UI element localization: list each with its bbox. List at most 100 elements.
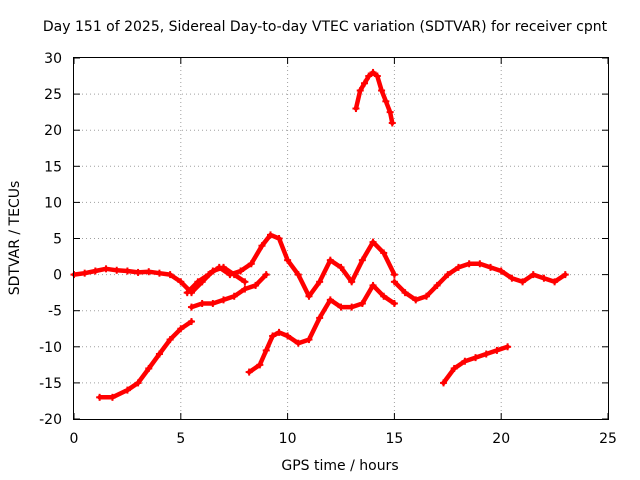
data-point	[187, 318, 195, 326]
data-point	[373, 72, 381, 80]
y-tick-label: -15	[39, 376, 62, 392]
data-point	[365, 72, 373, 80]
data-point	[177, 325, 185, 333]
data-point	[461, 357, 469, 365]
data-point	[96, 393, 104, 401]
data-point	[422, 292, 430, 300]
data-point	[465, 260, 473, 268]
series-arc-lower-3	[246, 283, 397, 375]
data-point	[91, 267, 99, 275]
data-point	[380, 292, 388, 300]
x-axis-label: GPS time / hours	[281, 458, 398, 474]
data-point	[294, 271, 302, 279]
y-tick-label: 5	[53, 232, 62, 248]
data-point	[267, 231, 275, 239]
data-point	[337, 303, 345, 311]
data-point	[145, 364, 153, 372]
data-point	[348, 303, 356, 311]
data-point	[275, 328, 283, 336]
data-point	[378, 86, 386, 94]
data-point	[305, 336, 313, 344]
data-point	[337, 263, 345, 271]
data-point	[262, 346, 270, 354]
data-point	[358, 299, 366, 307]
x-tick-label: 0	[70, 431, 79, 447]
data-point	[386, 108, 394, 116]
data-point	[401, 289, 409, 297]
data-point	[113, 266, 121, 274]
data-point	[237, 267, 245, 275]
data-point	[241, 285, 249, 293]
y-tick-label: 10	[44, 195, 62, 211]
data-point	[326, 296, 334, 304]
data-point	[380, 249, 388, 257]
data-point	[519, 278, 527, 286]
data-point	[284, 332, 292, 340]
data-point	[81, 269, 89, 277]
data-point	[444, 271, 452, 279]
data-point	[123, 386, 131, 394]
data-point	[102, 265, 110, 273]
data-point	[450, 364, 458, 372]
data-point	[275, 235, 283, 242]
data-point	[166, 271, 174, 279]
data-point	[108, 393, 116, 401]
data-point	[493, 346, 501, 354]
data-point	[482, 350, 490, 358]
data-point	[145, 268, 153, 276]
data-point	[440, 379, 448, 387]
data-point	[454, 263, 462, 271]
y-tick-label: -20	[39, 412, 62, 428]
data-point	[487, 263, 495, 271]
x-tick-label: 10	[279, 431, 297, 447]
data-point	[348, 278, 356, 286]
y-tick-label: 20	[44, 123, 62, 139]
series-arc-upper	[353, 70, 395, 126]
data-point	[269, 332, 277, 340]
y-axis-label: SDTVAR / TECUs	[7, 181, 23, 296]
data-point	[551, 278, 559, 286]
x-tick-label: 5	[176, 431, 185, 447]
data-point	[433, 281, 441, 289]
data-point	[316, 314, 324, 322]
data-point	[360, 79, 368, 87]
x-tick-label: 15	[385, 431, 403, 447]
data-point	[390, 299, 398, 307]
data-point	[177, 278, 185, 286]
x-tick-label: 20	[492, 431, 510, 447]
data-point	[540, 274, 548, 282]
y-tick-label: 25	[44, 87, 62, 103]
data-point	[194, 278, 202, 286]
data-point	[305, 292, 313, 300]
data-point	[369, 281, 377, 289]
data-point	[258, 242, 266, 250]
data-point	[166, 336, 174, 344]
data-point	[369, 68, 377, 76]
data-point	[561, 271, 569, 279]
y-tick-label: -5	[48, 304, 62, 320]
data-point	[326, 256, 334, 264]
data-point	[262, 271, 270, 279]
y-tick-label: -10	[39, 340, 62, 356]
data-point	[256, 361, 264, 369]
y-tick-labels: -20 -15 -10 -5 0 5 10 15 20 25 30	[39, 51, 62, 428]
data-point	[369, 238, 377, 246]
data-point	[230, 292, 238, 300]
y-tick-label: 30	[44, 51, 62, 67]
data-point	[155, 350, 163, 358]
y-tick-label: 0	[53, 268, 62, 284]
data-point	[226, 271, 234, 279]
data-point	[284, 256, 292, 264]
data-point	[358, 256, 366, 264]
data-point	[155, 269, 163, 277]
data-point	[508, 274, 516, 282]
series-layer	[70, 68, 569, 401]
chart-title: Day 151 of 2025, Sidereal Day-to-day VTE…	[43, 19, 608, 35]
data-point	[316, 278, 324, 286]
data-point	[497, 267, 505, 275]
data-point	[205, 271, 213, 279]
data-point	[252, 281, 260, 289]
data-point	[209, 299, 217, 307]
data-point	[187, 303, 195, 311]
